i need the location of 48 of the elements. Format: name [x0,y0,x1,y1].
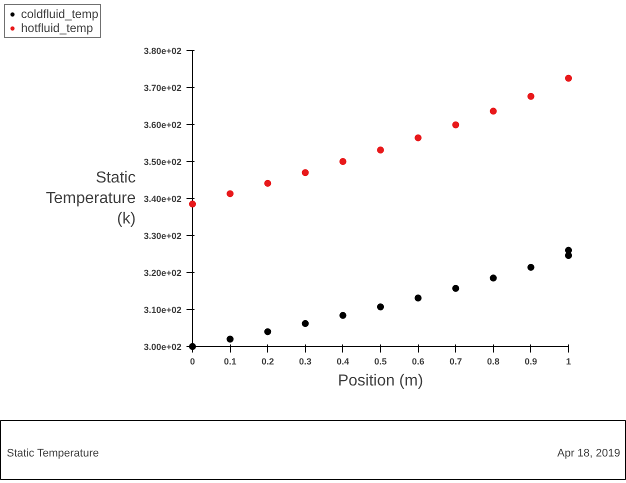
text: Static Temperature [6,448,99,460]
y-tick-label: 3.40e+02 [144,194,182,204]
y-tick-label: 3.10e+02 [144,305,182,315]
x-tick-label: 0.4 [336,356,350,366]
point [226,190,234,198]
x-tick-label: 0.8 [487,356,500,366]
x-tick-label: 0 [190,356,196,366]
point [414,294,422,302]
x-tick-label: 0.1 [224,356,236,366]
point [565,74,572,82]
point [527,92,534,100]
point [452,121,460,128]
point [452,284,460,292]
point [264,328,272,336]
x-axis-title: Position (m) [338,372,424,390]
point [226,336,234,343]
point [377,303,384,310]
y-tick-label: 3.30e+02 [144,231,182,241]
x-tick-label: 0.2 [261,356,274,366]
x-tick-label: 0.5 [374,356,387,366]
point [189,343,196,350]
point [414,134,422,142]
y-tick-label: 3.20e+02 [144,268,182,278]
x-tick-label: 0.3 [299,356,312,366]
x-tick-label: 0.9 [524,356,538,366]
point [377,146,384,154]
point [302,169,309,176]
point [339,158,346,165]
point [490,274,497,282]
point [264,180,272,187]
point [302,320,309,328]
y-tick-label: 3.80e+02 [144,46,182,56]
legend-label: coldfluid_temp [21,7,98,21]
y-tick-label: 3.50e+02 [144,157,182,167]
x-tick-label: 1 [566,356,572,366]
y-axis-title: Static Temperature (k) [46,170,136,228]
y-tick-label: 3.00e+02 [144,342,182,352]
point [189,200,196,208]
legend-label: hotfluid_temp [21,21,94,35]
x-tick-label: 0.7 [449,356,462,366]
y-tick-label: 3.60e+02 [144,120,182,130]
point [339,312,346,319]
y-tick-label: 3.70e+02 [144,83,182,93]
x-tick-label: 0.6 [412,356,424,366]
point [565,246,572,254]
point [490,108,497,115]
text: Apr 18, 2019 [557,448,620,460]
point [527,264,534,271]
